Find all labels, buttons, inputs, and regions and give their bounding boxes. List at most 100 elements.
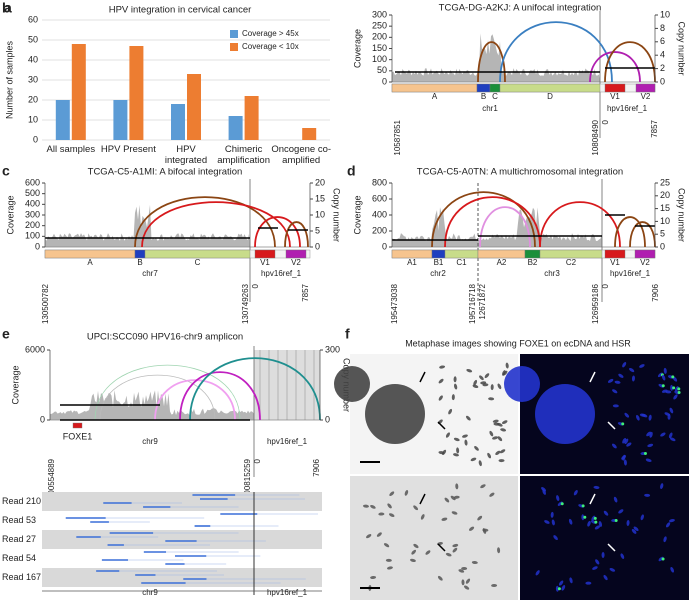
legend-label: Coverage < 10x	[242, 42, 299, 51]
segment	[634, 249, 656, 259]
fish-signal	[560, 502, 564, 506]
coordinate-label: 0	[251, 283, 260, 288]
y-tick-label: 0	[35, 241, 40, 251]
chromosome	[387, 503, 392, 509]
chromosome	[535, 570, 540, 576]
fish-signal	[643, 452, 647, 456]
chromosome	[595, 559, 600, 565]
y2-tick-label: 5	[660, 229, 665, 239]
fish-signal	[671, 375, 675, 379]
coordinate-label: 130500782	[41, 283, 50, 324]
y2-tick-label: 15	[660, 203, 670, 213]
chromosome	[453, 453, 459, 457]
chromosome	[555, 585, 559, 592]
chromosome	[363, 504, 369, 508]
chromosome	[438, 451, 445, 455]
read-label: Read 54	[2, 553, 36, 563]
fish-signal	[677, 391, 681, 395]
chromosome	[466, 369, 473, 373]
chromosome	[477, 515, 483, 521]
nucleus	[365, 384, 425, 444]
panel-title: TCGA-C5-A1MI: A bifocal integration	[88, 167, 243, 178]
segment-label: C1	[456, 258, 467, 267]
chromosome	[448, 408, 453, 415]
arrow	[419, 371, 426, 383]
segment	[444, 249, 479, 259]
chromosome	[487, 452, 492, 459]
y-tick-label: 50	[28, 34, 38, 44]
x-tick-label: Chimeric amplification	[217, 144, 270, 166]
chromosome-label: hpv16ref_1	[261, 269, 302, 278]
arrow	[589, 493, 596, 505]
chromosome	[573, 489, 578, 496]
arrow	[607, 421, 616, 430]
coordinate-label: 195473038	[390, 283, 399, 324]
chromosome	[613, 496, 618, 503]
chromosome-label: hpv16ref_1	[607, 104, 648, 113]
y2-axis-label: Copy number	[677, 21, 687, 75]
chromosome	[480, 484, 486, 489]
chromosome	[497, 547, 501, 554]
segment	[72, 422, 83, 429]
chromosome	[618, 373, 624, 378]
y-tick-label: 0	[382, 241, 387, 251]
fish-signal	[594, 520, 598, 524]
chromosome	[667, 413, 671, 420]
y2-tick-label: 20	[315, 177, 325, 187]
segment-label: C	[195, 258, 201, 267]
panel-title: UPCI:SCC090 HPV16-chr9 amplicon	[87, 332, 243, 343]
fish-signal	[581, 504, 585, 508]
chromosome	[601, 551, 605, 558]
chromosome	[670, 566, 675, 573]
coordinate-label: 0	[601, 119, 610, 124]
fish-signal	[557, 587, 561, 591]
y-axis-label: Number of samples	[4, 40, 14, 119]
coordinate-label: 10808490	[591, 119, 600, 155]
segment-label: V2	[640, 258, 650, 267]
bar	[244, 96, 259, 140]
y-tick-label: 6000	[25, 344, 45, 354]
chromosome	[439, 365, 446, 369]
junction-arc	[539, 201, 621, 248]
y-tick-label: 600	[372, 193, 387, 203]
junction-arc	[284, 221, 309, 248]
arrow	[437, 543, 446, 552]
chromosome	[453, 437, 460, 442]
chromosome	[474, 445, 479, 451]
chromosome	[660, 432, 666, 437]
chromosome	[640, 514, 644, 521]
chromosome	[622, 438, 627, 444]
nucleus	[504, 366, 540, 402]
panel-letter: d	[347, 163, 356, 179]
chromosome	[479, 375, 484, 381]
chromosome	[569, 577, 573, 584]
segment-label: B	[137, 258, 142, 267]
chromosome	[648, 414, 652, 421]
y2-tick-label: 10	[660, 9, 670, 19]
segment	[539, 249, 603, 259]
junction-arc	[479, 206, 531, 248]
chromosome	[465, 415, 471, 421]
chromosome	[454, 383, 458, 390]
bar	[302, 128, 317, 140]
y2-tick-label: 0	[660, 76, 665, 86]
chromosome	[647, 443, 654, 448]
y-tick-label: 300	[372, 9, 387, 19]
chromosome	[593, 485, 600, 489]
chromosome	[470, 457, 477, 462]
legend-label: Coverage > 45x	[242, 29, 299, 38]
chromosome	[585, 581, 592, 585]
chromosome	[663, 536, 667, 543]
y-axis-label: Coverage	[352, 29, 362, 68]
chromosome	[482, 383, 489, 387]
x-tick-label: All samples	[46, 144, 96, 155]
chromosome	[366, 534, 372, 539]
y-tick-label: 600	[25, 177, 40, 187]
chromosome	[456, 447, 460, 454]
chromosome	[498, 459, 505, 463]
chromosome	[452, 547, 458, 553]
junction-arc	[431, 191, 536, 248]
coordinate-label: 7906	[651, 283, 660, 301]
chromosome	[636, 414, 640, 421]
segment-label: V1	[610, 258, 620, 267]
